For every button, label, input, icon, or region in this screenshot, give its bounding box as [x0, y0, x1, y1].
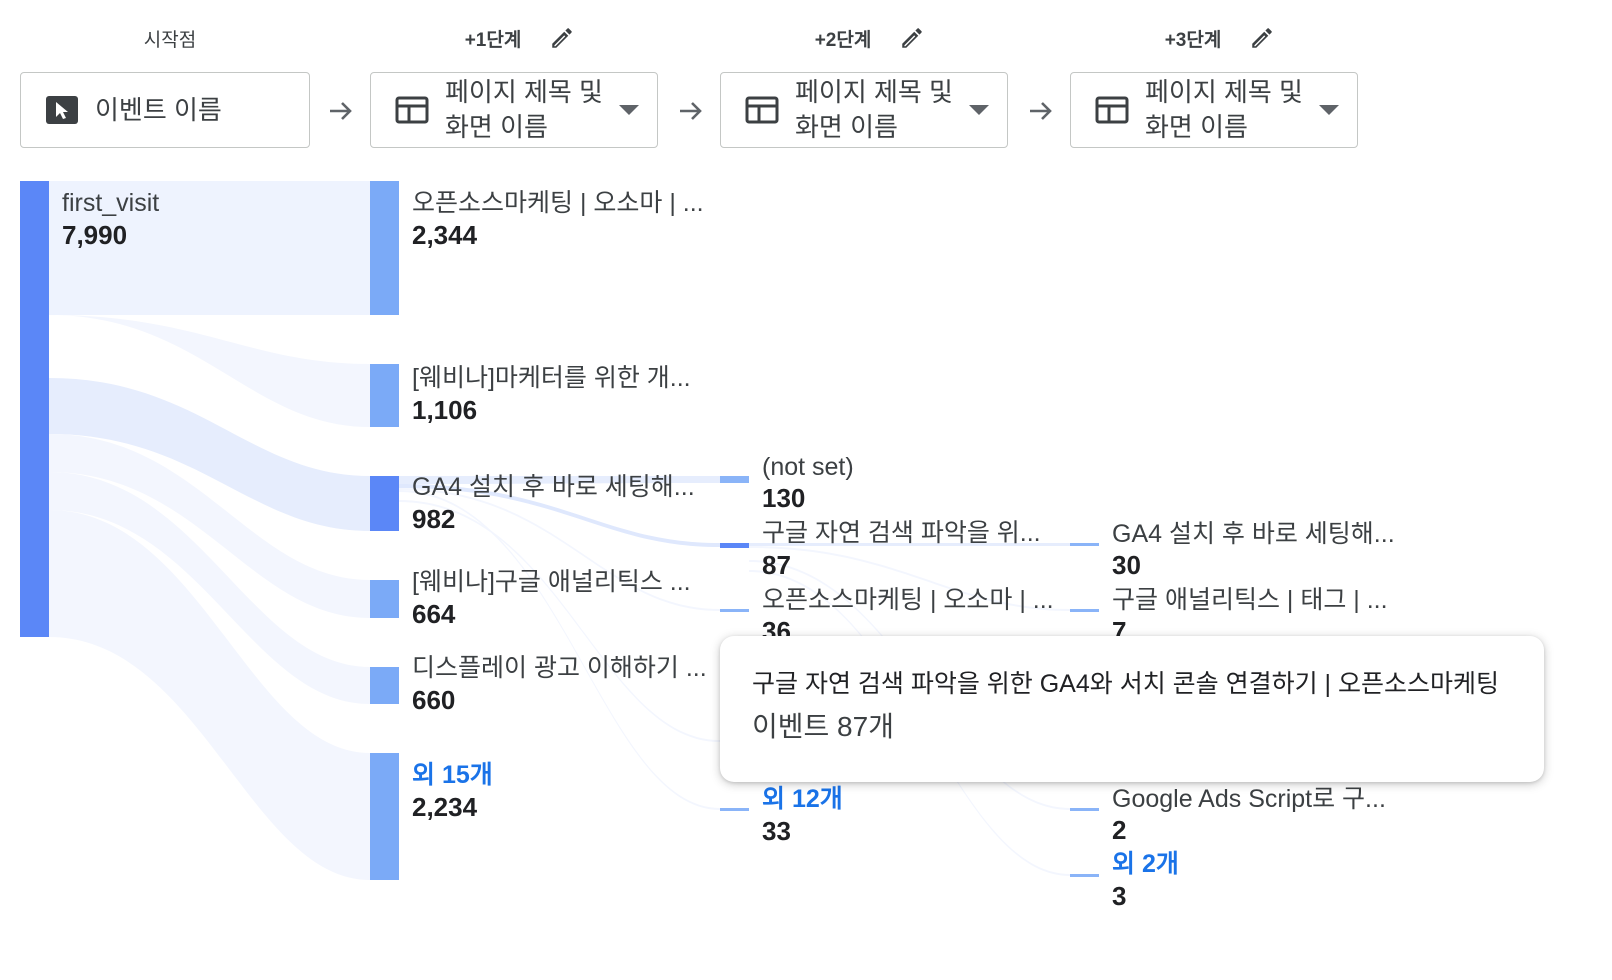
flow-step1-to-step2-node-1: [399, 476, 720, 484]
step1-dimension-selector[interactable]: 페이지 제목 및 화면 이름: [370, 72, 658, 148]
step1-node-value: 2,234: [412, 792, 478, 822]
page-icon: [1095, 96, 1129, 124]
step1-node-value: 664: [412, 599, 456, 629]
node-tooltip: 구글 자연 검색 파악을 위한 GA4와 서치 콘솔 연결하기 | 오픈소스마케…: [720, 636, 1544, 782]
step2-node-bar[interactable]: [720, 476, 749, 483]
flow-step2-to-step3-node-1: [749, 543, 1070, 546]
chevron-down-icon[interactable]: [619, 105, 639, 115]
step1-node-bar[interactable]: [370, 580, 399, 618]
step3-node-bar[interactable]: [1070, 543, 1099, 546]
flow-start-to-step1-node-3: [49, 378, 370, 531]
step2-node-bar[interactable]: [720, 808, 749, 811]
flow-start-to-step1-node-5: [49, 472, 370, 704]
step-title-label: 시작점: [143, 29, 197, 51]
pencil-icon[interactable]: [899, 25, 925, 51]
step2-node-label[interactable]: 오픈소스마케팅 | 오소마 | ...: [762, 586, 1054, 614]
step1-node-label[interactable]: [웨비나]마케터를 위한 개...: [412, 364, 691, 392]
step2-node-value: 87: [762, 550, 791, 580]
step1-node-value: 660: [412, 685, 456, 715]
selector-label: 페이지 제목 및 화면 이름: [445, 77, 603, 142]
arrow-right-icon: [330, 102, 352, 120]
step2-dimension-selector[interactable]: 페이지 제목 및 화면 이름: [720, 72, 1008, 148]
step-title-label: +2단계: [814, 29, 872, 51]
step3-node-label[interactable]: GA4 설치 후 바로 세팅해...: [1112, 520, 1395, 548]
step2-node-value: 33: [762, 816, 791, 846]
flow-start-to-step1-node-2: [49, 315, 370, 427]
step1-node-bar[interactable]: [370, 181, 399, 315]
step2-more-link[interactable]: 외 12개: [762, 785, 843, 813]
tooltip-title: 구글 자연 검색 파악을 위한 GA4와 서치 콘솔 연결하기 | 오픈소스마케…: [752, 670, 1499, 698]
step2-node-bar-selected[interactable]: [720, 543, 749, 548]
start-node-bar[interactable]: [20, 181, 49, 637]
step2-node-label[interactable]: 구글 자연 검색 파악을 위...: [762, 519, 1041, 547]
step3-node-value: 3: [1112, 881, 1127, 911]
start-dimension-selector[interactable]: 이벤트 이름: [20, 72, 310, 148]
step2-node-value: 130: [762, 483, 806, 513]
step2-node-label[interactable]: (not set): [762, 453, 854, 481]
cursor-icon: [46, 96, 78, 124]
step1-node-bar-selected[interactable]: [370, 476, 399, 531]
step3-node-bar[interactable]: [1070, 808, 1099, 811]
step1-node-value: 1,106: [412, 395, 478, 425]
step-title-plus3: +3단계: [1070, 24, 1370, 52]
arrow-right-icon: [680, 102, 702, 120]
step3-more-link[interactable]: 외 2개: [1112, 850, 1179, 878]
step-title-plus1: +1단계: [370, 24, 670, 52]
step-title-plus2: +2단계: [720, 24, 1020, 52]
start-flow-background: [49, 181, 399, 315]
page-icon: [745, 96, 779, 124]
step3-node-label[interactable]: 구글 애널리틱스 | 태그 | ...: [1112, 586, 1388, 614]
start-node-value: 7,990: [62, 220, 128, 250]
tooltip-detail: 이벤트 87개: [752, 711, 894, 742]
pencil-icon[interactable]: [549, 25, 575, 51]
flow-start-to-step1-node-4: [49, 434, 370, 618]
selector-label: 페이지 제목 및 화면 이름: [795, 77, 953, 142]
page-icon: [395, 96, 429, 124]
start-node-label[interactable]: first_visit: [62, 189, 160, 217]
step1-node-label[interactable]: [웨비나]구글 애널리틱스 ...: [412, 568, 691, 596]
step3-node-value: 30: [1112, 550, 1141, 580]
selector-label: 페이지 제목 및 화면 이름: [1145, 77, 1303, 142]
step1-node-value: 982: [412, 504, 456, 534]
step-title-label: +3단계: [1164, 29, 1222, 51]
step3-node-bar[interactable]: [1070, 609, 1099, 612]
selector-label: 이벤트 이름: [95, 94, 222, 125]
pencil-icon[interactable]: [1249, 25, 1275, 51]
step1-node-label[interactable]: 디스플레이 광고 이해하기 ...: [412, 654, 707, 682]
step3-node-label[interactable]: Google Ads Script로 구...: [1112, 785, 1386, 813]
step1-node-bar[interactable]: [370, 753, 399, 880]
step-title-label: +1단계: [464, 29, 522, 51]
step1-node-label[interactable]: GA4 설치 후 바로 세팅해...: [412, 473, 695, 501]
step3-node-bar[interactable]: [1070, 874, 1099, 877]
step1-more-link[interactable]: 외 15개: [412, 761, 493, 789]
step1-node-bar[interactable]: [370, 364, 399, 427]
step1-node-bar[interactable]: [370, 667, 399, 704]
chevron-down-icon[interactable]: [969, 105, 989, 115]
arrow-right-icon: [1030, 102, 1052, 120]
chevron-down-icon[interactable]: [1319, 105, 1339, 115]
step3-node-value: 2: [1112, 815, 1127, 845]
step1-node-value: 2,344: [412, 220, 478, 250]
step3-dimension-selector[interactable]: 페이지 제목 및 화면 이름: [1070, 72, 1358, 148]
step-title-start: 시작점: [20, 24, 320, 52]
flow-start-to-step1-more: [49, 510, 370, 880]
step1-node-label[interactable]: 오픈소스마케팅 | 오소마 | ...: [412, 189, 704, 217]
step2-node-bar[interactable]: [720, 609, 749, 612]
